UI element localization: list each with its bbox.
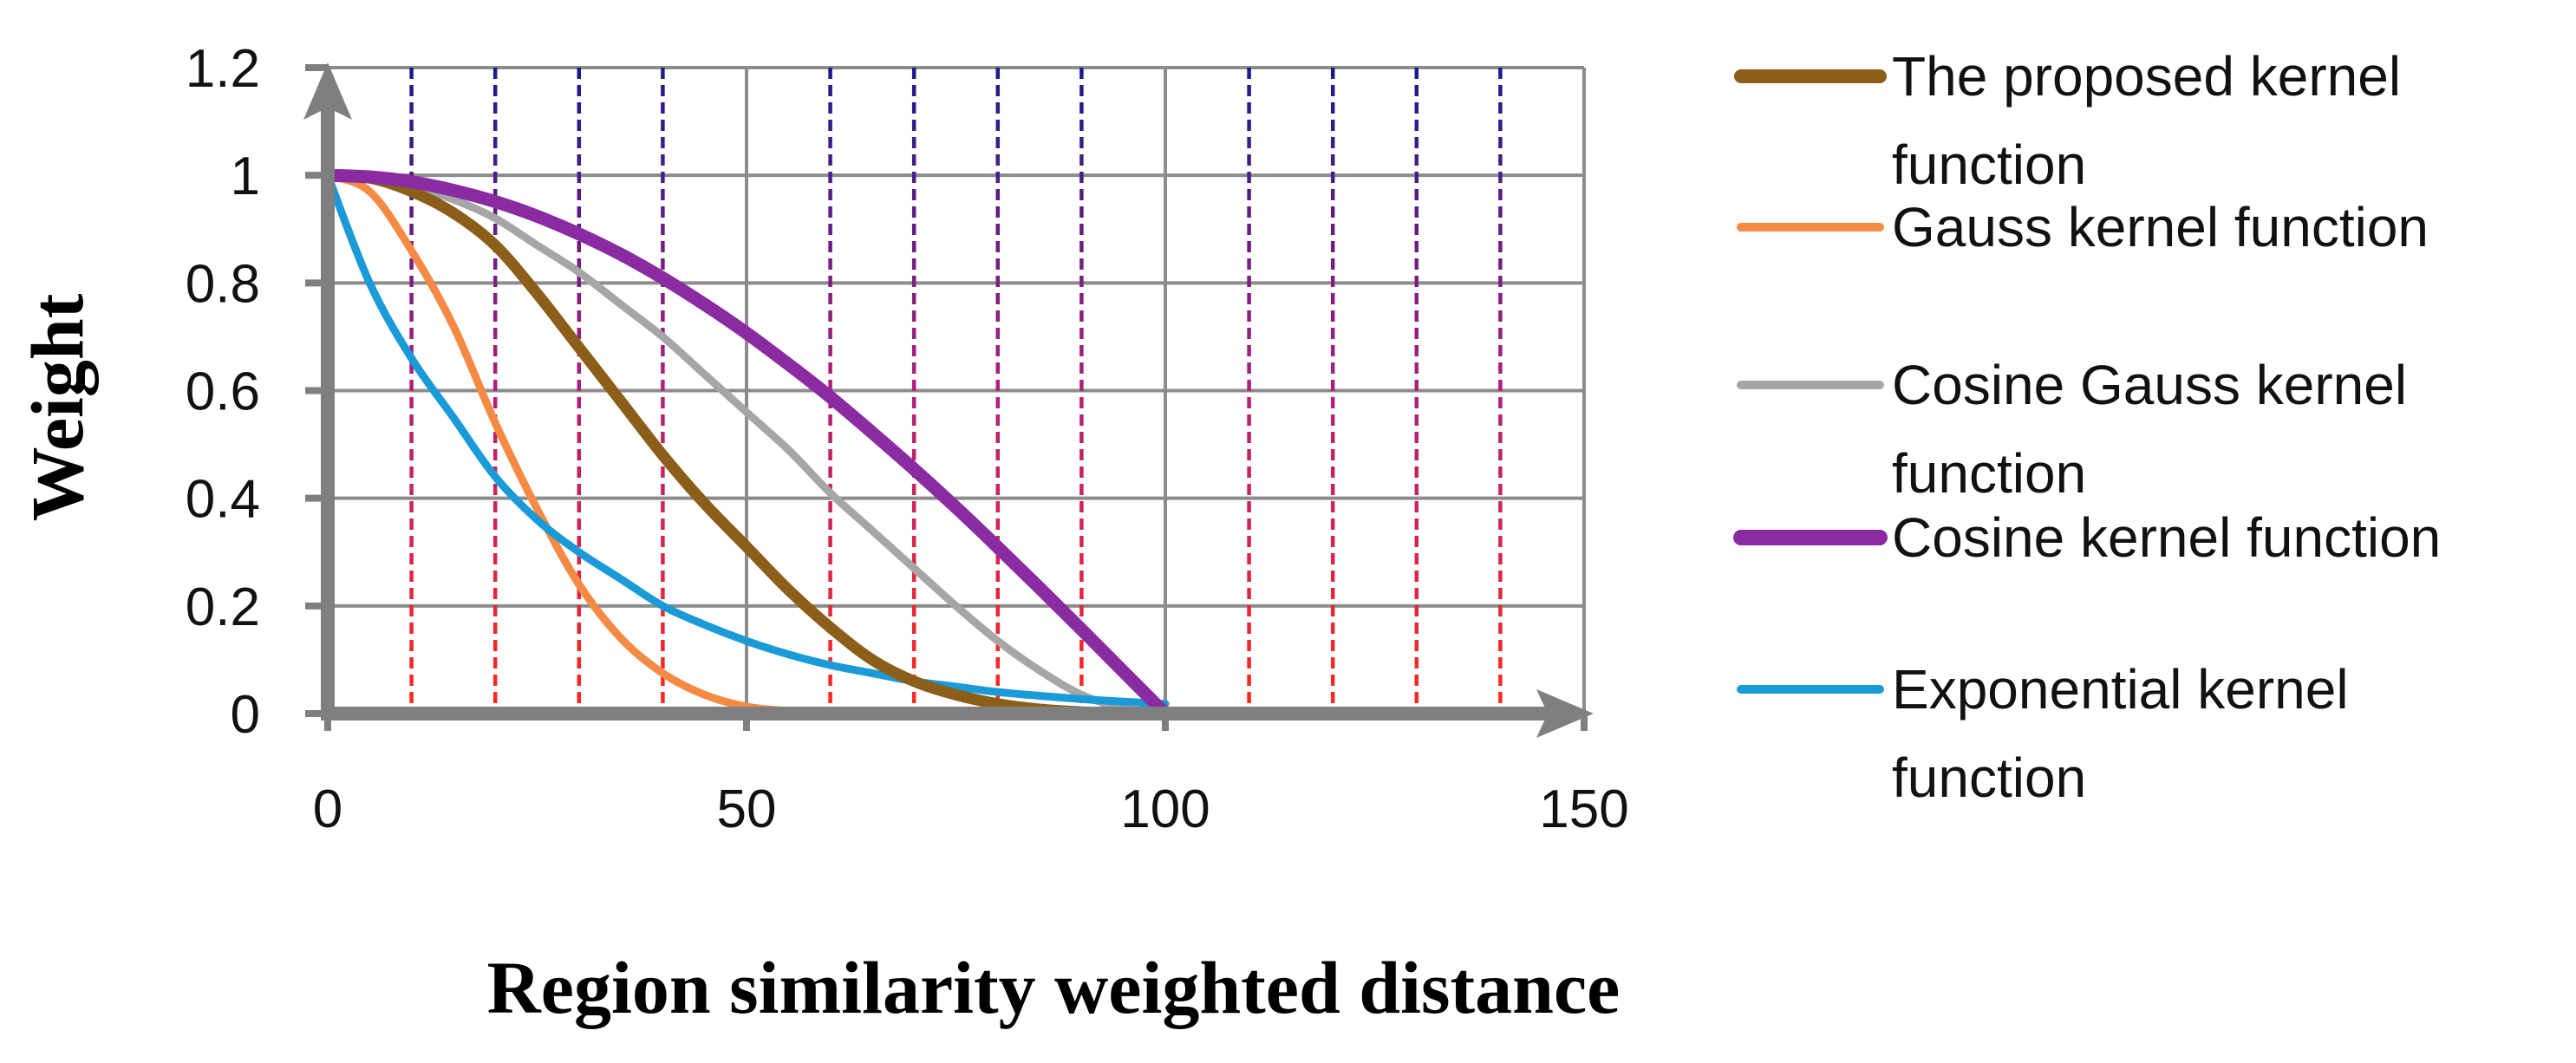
series-line-exponential-kernel-function [323,171,1170,708]
legend-label: Exponential kernel [1892,658,2349,721]
legend-label: Cosine Gauss kernel [1892,354,2407,416]
y-axis-arrow [303,62,352,120]
x-tick-label: 50 [717,779,777,839]
y-axis-title: Weight [16,293,99,521]
legend-label: function [1892,747,2086,809]
y-tick-label: 0.6 [186,362,260,422]
series-line-cosine-kernel-function [321,168,1172,721]
tick-labels: 0 0.2 0.4 0.6 0.8 1 1.2 0 50 100 150 [186,39,1629,839]
y-tick-label: 0.8 [186,254,260,314]
legend-label: function [1892,442,2086,505]
series-line-cosine-gauss-kernel-function [323,171,1170,718]
legend-label: function [1892,134,2086,196]
y-tick-label: 1 [231,147,260,206]
y-tick-label: 0 [231,685,260,745]
legend-label: Cosine kernel function [1892,506,2441,569]
y-tick-label: 1.2 [186,39,260,99]
x-axis-arrow [1536,689,1594,738]
legend-label: The proposed kernel [1892,45,2401,108]
series-lines [321,168,1172,721]
y-tick-label: 0.4 [186,470,260,530]
grid-lines [328,66,1586,714]
axes [303,62,1594,738]
x-tick-label: 100 [1120,779,1210,839]
x-axis-title: Region similarity weighted distance [487,946,1621,1029]
legend-label: Gauss kernel function [1892,196,2429,258]
y-tick-label: 0.2 [186,577,260,637]
x-tick-label: 0 [313,779,342,839]
x-tick-label: 150 [1539,779,1628,839]
